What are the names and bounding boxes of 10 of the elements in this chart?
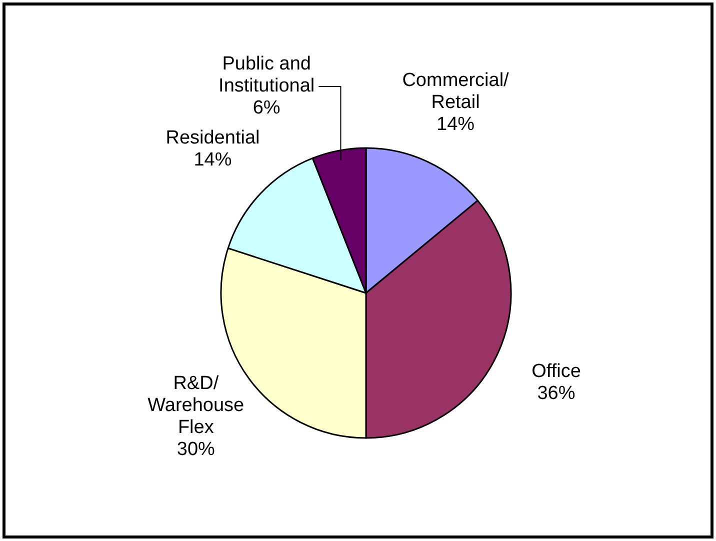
slice-label: Public and Institutional [218,54,315,97]
slice-label: Office [532,360,581,382]
data-label: 14% [194,149,232,170]
slice-label: R&D/ Warehouse Flex [148,372,244,438]
data-label: 6% [252,98,280,119]
slice-label: Commercial/ Retail [402,70,510,113]
slice-label: Residential [166,127,260,148]
data-label: 14% [436,114,475,135]
data-label: 30% [176,438,216,460]
data-label: 36% [537,382,576,404]
